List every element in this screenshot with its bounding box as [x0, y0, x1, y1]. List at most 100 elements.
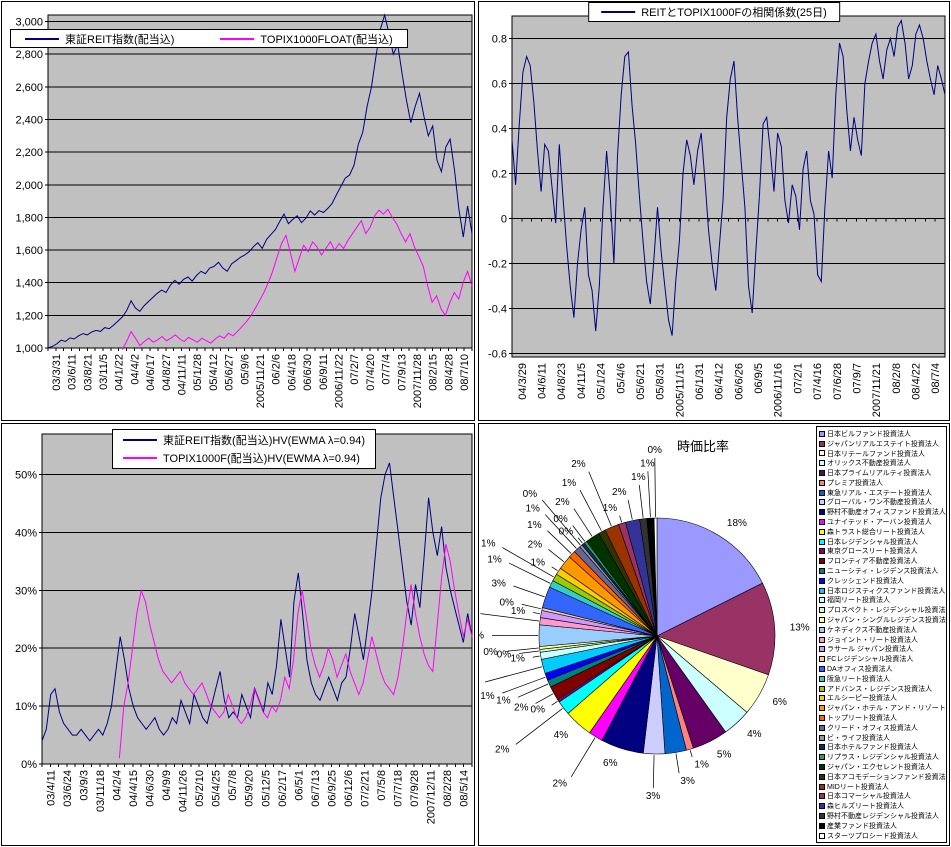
y-axis-label: 50% — [15, 470, 37, 482]
pie-label-leader — [654, 458, 656, 518]
x-axis-label: 2007/12/11 — [426, 770, 438, 824]
pie-legend-label: 産業ファンド投資法人 — [827, 822, 897, 830]
pie-legend-item: ジャパン・ホテル・アンド・リゾート投資法人 — [819, 703, 946, 713]
pie-slice-1 — [656, 582, 776, 676]
pie-legend-label: DAオフィス投資法人 — [827, 666, 893, 674]
x-axis-label: 06/9/5 — [753, 363, 765, 394]
x-axis-label: 03/9/3 — [78, 770, 90, 801]
x-axis-label: 04/2/4 — [111, 770, 123, 801]
pie-legend-item: ビ・ライフ投資法人 — [819, 733, 946, 743]
pie-slice-41 — [653, 517, 658, 637]
pie-legend-swatch-icon — [819, 656, 825, 663]
pie-label-leader — [502, 547, 554, 578]
pie-slice-pct-label: 1% — [480, 691, 495, 702]
x-axis-label: 08/2/28 — [442, 770, 454, 807]
series-line-1 — [118, 543, 473, 759]
pie-legend-swatch-icon — [819, 666, 825, 673]
x-axis-label: 03/6/24 — [62, 770, 74, 807]
pie-legend-swatch-icon — [819, 617, 825, 624]
x-axis-label: 04/11/11 — [176, 354, 188, 395]
pie-legend-label: 日本アコモデーションファンド投資法人 — [827, 773, 946, 781]
pie-label-leader — [541, 499, 581, 546]
pie-slice-0 — [656, 517, 763, 637]
pie-legend-item: ユナイテッド・アーバン投資法人 — [819, 517, 946, 527]
y-axis-label: 0% — [21, 759, 37, 771]
pie-slice-pct-label: 0% — [559, 527, 574, 538]
y-axis-label: 0.8 — [492, 34, 507, 46]
pie-legend-swatch-icon — [819, 754, 825, 761]
x-axis-label: 05/6/21 — [635, 363, 647, 400]
pie-legend-swatch-icon — [819, 773, 825, 780]
legend-item-topix-hv: TOPIX1000F(配当込)HV(EWMA λ=0.94) — [123, 450, 360, 466]
pie-legend-item: FCレジデンシャル投資法人 — [819, 654, 946, 664]
x-axis-label: 07/5/8 — [376, 770, 388, 801]
y-axis-label: 3,000 — [15, 17, 43, 29]
x-axis-label: 05/9/6 — [239, 354, 251, 385]
pie-legend-item: ジャパン・エクセレント投資法人 — [819, 762, 946, 772]
pie-legend-swatch-icon — [819, 832, 825, 839]
series-line-1 — [121, 208, 473, 350]
pie-slice-pct-label: 0% — [499, 597, 514, 608]
legend-correlation: REITとTOPIX1000Fの相関係数(25日) — [588, 2, 840, 22]
x-axis-label: 07/4/16 — [812, 363, 824, 400]
y-axis-label: 0 — [501, 214, 507, 226]
pie-legend-label: ジャパン・エクセレント投資法人 — [827, 764, 932, 771]
pie-slice-pct-label: 3% — [479, 631, 484, 642]
pie-label-leader — [484, 666, 543, 683]
y-axis-label: 2,600 — [15, 82, 43, 94]
pie-legend-item: ジャパン・シングルレジデンス投資法人 — [819, 615, 946, 625]
pie-label-leader — [551, 566, 558, 572]
pie-legend-item: MIDリート投資法人 — [819, 782, 946, 792]
x-axis-label: 08/4/22 — [910, 363, 922, 400]
pie-legend-swatch-icon — [819, 548, 825, 555]
pie-label-leader — [517, 683, 549, 698]
reit-index-chart-canvas: 3,000 2,800 2,600 2,400 2,200 2,000 1,800 1,600… — [15, 13, 473, 408]
pie-legend-label: ラサール ジャパン投資法人 — [827, 646, 913, 654]
pie-legend-label: 日本ホテルファンド投資法人 — [827, 744, 918, 752]
x-axis-label: 05/9/20 — [244, 770, 256, 807]
legend-item-reit-index: 東証REIT指数(配当込) — [25, 31, 174, 47]
pie-label-leader — [638, 484, 644, 518]
x-axis-label: 04/11/26 — [178, 770, 190, 812]
pie-label-leader — [551, 700, 558, 706]
pie-legend-item: トップリート投資法人 — [819, 713, 946, 723]
pie-legend-swatch-icon — [819, 763, 825, 770]
pie-legend-swatch-icon — [819, 450, 825, 457]
pie-legend-label: 野村不動産オフィスファンド投資法人 — [827, 509, 946, 517]
x-axis-label: 07/7/4 — [381, 354, 393, 385]
y-axis-label: 1,200 — [15, 310, 43, 322]
pie-legend-swatch-icon — [819, 577, 825, 584]
pie-legend-swatch-icon — [819, 734, 825, 741]
pie-slice-pct-label: 2% — [553, 779, 568, 790]
pie-slice-pct-label: 13% — [790, 622, 810, 633]
pie-legend-label: 森ヒルズリート投資法人 — [827, 803, 904, 811]
x-axis-label: 03/11/18 — [95, 770, 107, 812]
x-axis-label: 05/12/5 — [260, 770, 272, 807]
pie-legend-item: スターツプロシード投資法人 — [819, 831, 946, 841]
legend-label: REITとTOPIX1000Fの相関係数(25日) — [641, 7, 827, 19]
pie-legend-label: リプラス・レジデンシャル投資法人 — [827, 754, 939, 762]
pie-legend: 日本ビルファンド投資法人 ジャパンリアルエステイト投資法人 日本リテールファンド投資… — [816, 426, 947, 843]
pie-legend-item: リプラス・レジデンシャル投資法人 — [819, 752, 946, 762]
pie-legend-swatch-icon — [819, 685, 825, 692]
pie-legend-item: 福岡リート投資法人 — [819, 596, 946, 606]
x-axis-label: 05/1/24 — [596, 363, 608, 400]
y-axis-label: 1,600 — [15, 245, 43, 257]
pie-legend-item: 日本リテールファンド投資法人 — [819, 449, 946, 459]
pie-legend-swatch-icon — [819, 812, 825, 819]
pie-slice-pct-label: 1% — [481, 539, 496, 550]
pie-legend-swatch-icon — [819, 626, 825, 633]
x-axis-label: 06/1/31 — [694, 363, 706, 400]
y-axis-label: 1,000 — [15, 343, 43, 355]
x-axis-label: 06/12/6 — [343, 770, 355, 807]
x-axis-label: 04/8/27 — [161, 354, 173, 391]
x-axis-label: 06/9/25 — [326, 770, 338, 807]
pie-slice-pct-label: 0% — [523, 489, 538, 500]
pie-label-leader — [508, 562, 551, 584]
pie-legend-label: 東京グロースリート投資法人 — [827, 548, 918, 556]
pie-slice-pct-label: 5% — [717, 750, 732, 761]
legend-line-sample-icon — [601, 11, 636, 13]
pie-legend-label: スターツプロシード投資法人 — [827, 832, 918, 840]
pie-slice-pct-label: 1% — [511, 606, 526, 617]
x-axis-label: 2006/11/22 — [334, 354, 346, 408]
